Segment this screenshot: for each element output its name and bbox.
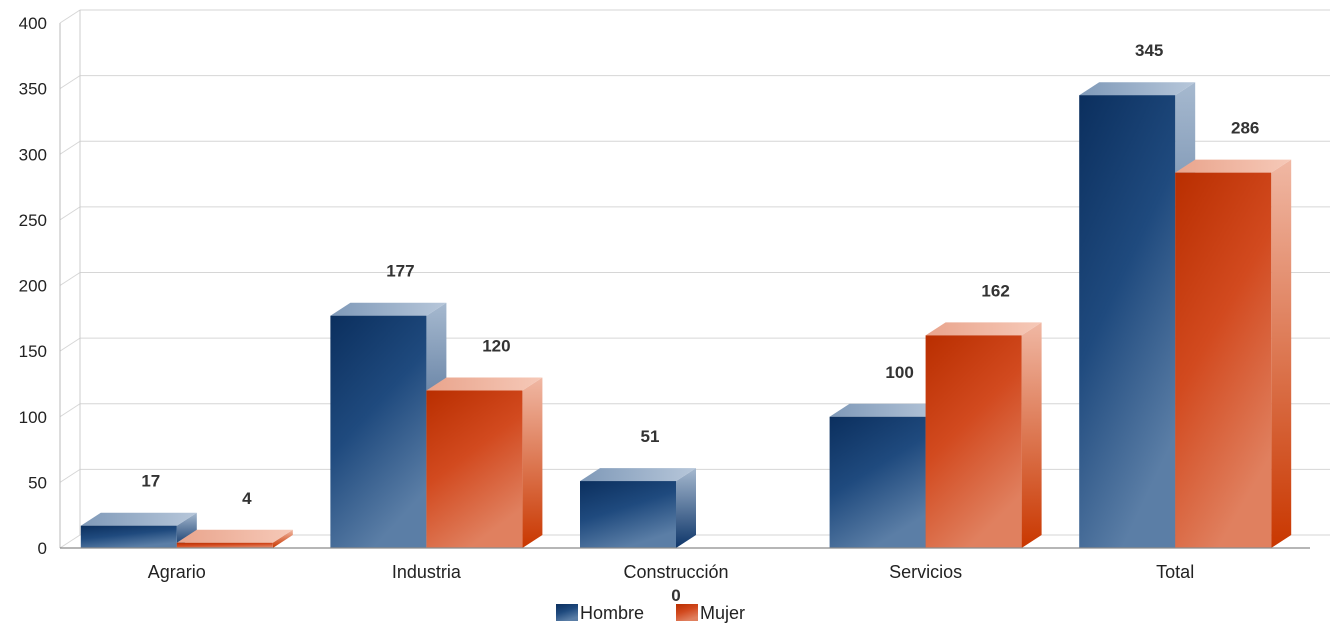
bar-front: [1175, 172, 1272, 548]
data-label-hombre-servicios: 100: [885, 363, 913, 382]
bar-front: [176, 542, 273, 548]
bar-hombre-construcción: [580, 468, 696, 548]
bar-side: [176, 512, 197, 548]
legend-label: Hombre: [580, 603, 644, 623]
bar-front: [80, 525, 177, 548]
legend-swatch: [556, 604, 578, 621]
data-label-mujer-industria: 120: [482, 337, 510, 356]
bar-top: [80, 512, 197, 526]
bar-front: [925, 335, 1022, 548]
y-tick-label: 200: [19, 277, 47, 296]
y-tick-label: 350: [19, 80, 47, 99]
bar-mujer-industria: [426, 377, 543, 548]
bar-mujer-total: [1175, 159, 1292, 548]
bar-side: [676, 468, 696, 548]
bar-side: [522, 377, 543, 548]
x-tick-label: Construcción: [623, 562, 728, 582]
gridline-depth: [59, 75, 81, 90]
data-label-hombre-construcción: 51: [641, 427, 660, 446]
y-tick-label: 100: [19, 408, 47, 427]
bar-side: [1271, 159, 1292, 548]
legend-label: Mujer: [700, 603, 745, 623]
x-tick-label: Agrario: [148, 562, 206, 582]
bar-front: [829, 416, 926, 548]
legend-swatch: [676, 604, 698, 621]
legend: Hombre Mujer: [556, 603, 745, 623]
data-label-mujer-total: 286: [1231, 119, 1259, 138]
bar-front: [426, 390, 523, 548]
bar-top: [1079, 82, 1196, 96]
bar-mujer-servicios: [925, 322, 1042, 548]
gridline-depth: [59, 140, 81, 155]
bar-side: [272, 529, 293, 548]
bar-hombre-agrario: [80, 512, 197, 548]
bar-top: [829, 403, 946, 417]
gridline-depth: [59, 403, 81, 418]
bar-top: [330, 302, 447, 316]
bar-front: [330, 315, 427, 548]
bar-top: [580, 468, 696, 482]
gridline-depth: [59, 9, 81, 24]
legend-item-mujer: Mujer: [676, 603, 745, 623]
bar-top: [1175, 159, 1292, 173]
bar-top: [176, 529, 293, 543]
y-tick-label: 400: [19, 14, 47, 33]
data-labels: 17 4 177 120 51 0 100 162 345 286: [141, 41, 1259, 605]
x-tick-label: Servicios: [889, 562, 962, 582]
bar-top: [925, 322, 1042, 336]
data-label-hombre-total: 345: [1135, 41, 1163, 60]
data-label-mujer-servicios: 162: [981, 281, 1009, 300]
data-label-hombre-industria: 177: [386, 262, 414, 281]
gridline-depth: [59, 468, 81, 483]
gridline-depth: [59, 272, 81, 286]
x-axis: Agrario Industria Construcción Servicios Tot…: [60, 547, 1310, 582]
data-label-hombre-agrario: 17: [141, 472, 160, 491]
legend-item-hombre: Hombre: [556, 603, 644, 623]
gridline-depth: [59, 206, 81, 221]
y-axis: 0 50 100 150 200 250 300 350 400: [19, 14, 61, 558]
y-tick-label: 0: [38, 539, 47, 558]
data-label-mujer-agrario: 4: [242, 489, 252, 508]
bar-top: [426, 377, 543, 391]
bar-front: [1079, 95, 1176, 548]
x-tick-label: Total: [1156, 562, 1194, 582]
gridline-depth: [59, 534, 81, 549]
bar-side: [1021, 322, 1042, 548]
bars: [80, 82, 1292, 548]
bar-mujer-agrario: [176, 529, 293, 548]
x-tick-label: Industria: [392, 562, 462, 582]
gridline-depth: [59, 337, 81, 352]
bar-front: [580, 481, 676, 548]
y-tick-label: 150: [19, 342, 47, 361]
data-label-mujer-construcción: 0: [671, 586, 680, 605]
y-tick-label: 50: [28, 473, 47, 492]
y-tick-label: 250: [19, 211, 47, 230]
y-tick-label: 300: [19, 145, 47, 164]
